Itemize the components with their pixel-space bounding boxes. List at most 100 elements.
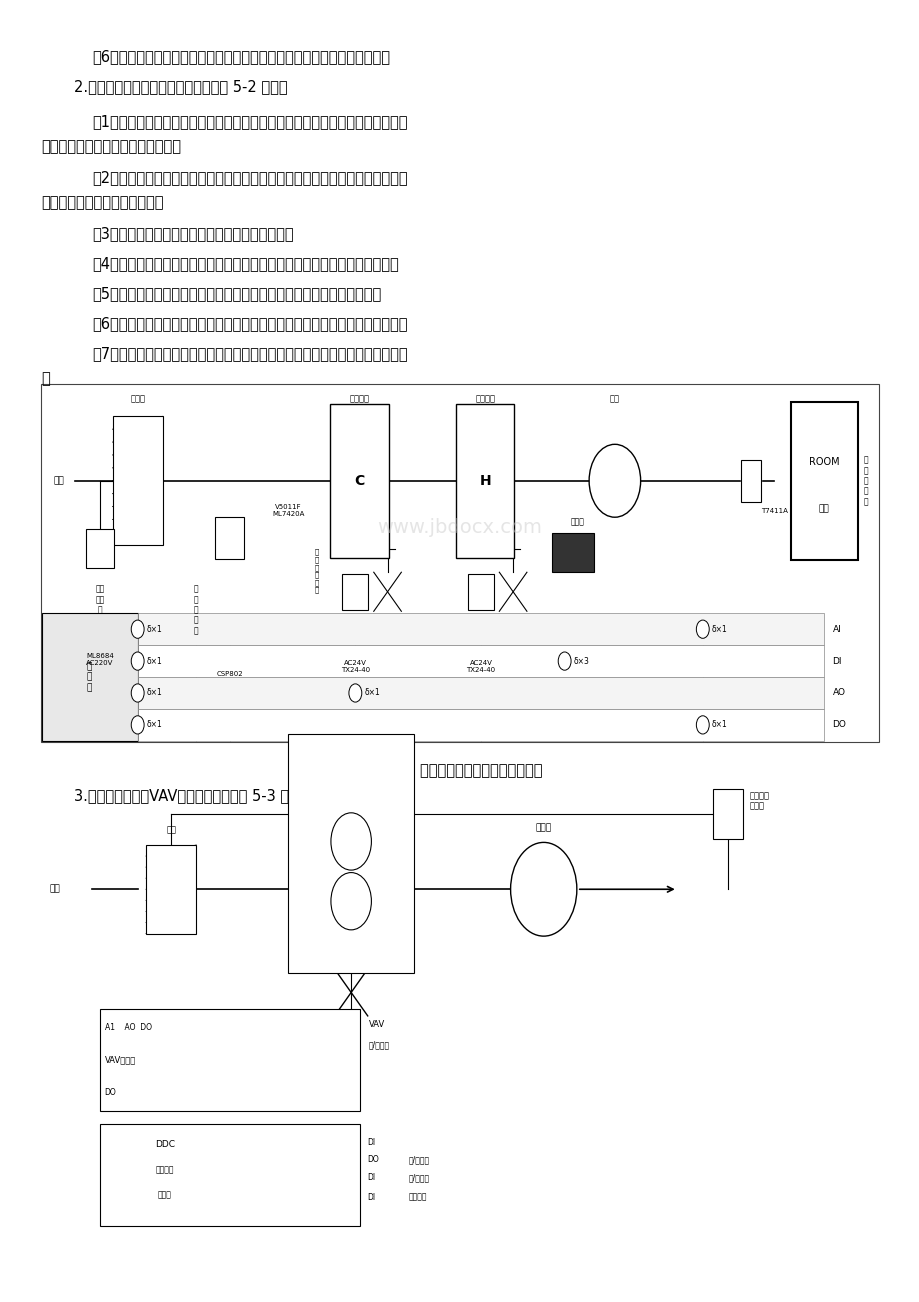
Circle shape [588, 444, 640, 517]
Text: DP₁: DP₁ [222, 534, 236, 543]
Text: DO: DO [105, 1087, 116, 1096]
Text: −: − [345, 894, 357, 909]
Text: 故障报警: 故障报警 [408, 1193, 426, 1202]
Text: ROOM: ROOM [808, 457, 838, 467]
Text: （4）监测：送风温度及湿度、过滤网状态、风机运行状态、室外温度及湿度。: （4）监测：送风温度及湿度、过滤网状态、风机运行状态、室外温度及湿度。 [92, 256, 398, 272]
Text: 3.　变风量末端（VAV）监控原理（如图 5-3 所示）: 3. 变风量末端（VAV）监控原理（如图 5-3 所示） [74, 788, 306, 803]
Text: +: + [345, 835, 357, 849]
Bar [41, 384, 878, 742]
Circle shape [696, 620, 709, 638]
Circle shape [131, 652, 144, 671]
Circle shape [131, 684, 144, 702]
Text: 新风: 新风 [50, 885, 61, 893]
Circle shape [331, 812, 371, 870]
Text: 启/停状态: 启/停状态 [408, 1173, 429, 1182]
Text: δ×1: δ×1 [711, 625, 727, 634]
Text: www.jbdocx.com: www.jbdocx.com [377, 518, 542, 536]
Bar [138, 708, 823, 741]
Text: DI: DI [367, 1138, 375, 1147]
Text: 过滤网: 过滤网 [130, 395, 145, 404]
Bar [551, 533, 594, 572]
Text: （1）风机控制：风机按时间程序自动启、停，运行时间累计，用压差开关监视风: （1）风机控制：风机按时间程序自动启、停，运行时间累计，用压差开关监视风 [92, 115, 407, 130]
Text: 使送风温度维持在设定范围内。: 使送风温度维持在设定范围内。 [41, 195, 164, 211]
Text: ML8684
AC220V: ML8684 AC220V [86, 652, 114, 665]
Text: VAV控制器: VAV控制器 [105, 1055, 136, 1064]
Bar [288, 734, 414, 973]
Text: 温
度
传
感
器: 温 度 传 感 器 [863, 456, 868, 506]
Bar [86, 529, 114, 568]
Text: （3）联锁控制：新风门，水阀及风机按程序联锁。: （3）联锁控制：新风门，水阀及风机按程序联锁。 [92, 227, 293, 242]
Text: DI: DI [367, 1173, 375, 1182]
Text: 启/停信号: 启/停信号 [369, 1040, 390, 1049]
Text: 风机: 风机 [609, 395, 619, 404]
Text: VAV: VAV [369, 1019, 384, 1029]
Text: AO: AO [832, 689, 845, 698]
Text: （6）显示和打印：参数状态报警、动态流程图（设定值、测量值、状态），: （6）显示和打印：参数状态报警、动态流程图（设定值、测量值、状态）， [92, 49, 390, 65]
Text: 风阀: 风阀 [166, 825, 176, 835]
Text: DI: DI [832, 656, 841, 665]
Circle shape [131, 716, 144, 734]
Circle shape [131, 620, 144, 638]
Text: T: T [724, 809, 730, 819]
Text: δ×1: δ×1 [147, 625, 163, 634]
Text: 调
节
阀
执
行
器: 调 节 阀 执 行 器 [314, 549, 319, 594]
Bar [712, 789, 742, 838]
Text: 启/停控制: 启/停控制 [408, 1155, 429, 1164]
Text: （7）防冻保护：热盘管温度低于设定值时，防冻开关动作，停风机打开热水阀门: （7）防冻保护：热盘管温度低于设定值时，防冻开关动作，停风机打开热水阀门 [92, 346, 407, 362]
Bar [138, 646, 823, 677]
Text: DDC: DDC [154, 1139, 175, 1148]
Text: DI: DI [367, 1193, 375, 1202]
Circle shape [331, 872, 371, 930]
Text: T7411A: T7411A [760, 508, 787, 514]
Text: 热水盘管: 热水盘管 [474, 395, 494, 404]
Text: 控制器: 控制器 [158, 1190, 172, 1199]
Text: CSP802: CSP802 [216, 671, 243, 677]
Text: C: C [354, 474, 364, 488]
Text: T: T [748, 477, 753, 486]
Bar [138, 613, 823, 644]
Bar [146, 845, 196, 934]
Text: M: M [476, 587, 484, 596]
Bar [112, 417, 163, 546]
Bar [468, 573, 494, 609]
Text: 电控箱: 电控箱 [570, 517, 584, 526]
Text: V5011F
ML7420A: V5011F ML7420A [272, 504, 304, 517]
Text: 新风
行门
栅: 新风 行门 栅 [96, 585, 105, 615]
Text: 房间: 房间 [818, 505, 829, 513]
Circle shape [510, 842, 576, 936]
Text: 盘管: 盘管 [346, 823, 357, 832]
Text: （2）温度控制：根据送风温度和设定值的偏差，控制电动阀，调节冷、热水量，: （2）温度控制：根据送风温度和设定值的偏差，控制电动阀，调节冷、热水量， [92, 171, 407, 186]
Circle shape [348, 684, 361, 702]
Text: A1    AO  DO: A1 AO DO [105, 1022, 152, 1031]
Text: δ×1: δ×1 [147, 656, 163, 665]
Text: 送风机: 送风机 [535, 823, 551, 832]
Bar [42, 613, 138, 741]
Text: 气
压
差
开
关: 气 压 差 开 关 [194, 585, 199, 635]
Bar [100, 1124, 359, 1225]
Text: 室内温度
传感器: 室内温度 传感器 [749, 792, 769, 811]
Text: （5）报警：过滤网堆塞报警、风机故障报警及维修报警，温度超限报警。: （5）报警：过滤网堆塞报警、风机故障报警及维修报警，温度超限报警。 [92, 286, 380, 302]
Text: AC24V
TX24-40: AC24V TX24-40 [340, 660, 369, 673]
Text: δ×1: δ×1 [711, 720, 727, 729]
Text: 。: 。 [41, 371, 51, 387]
Text: H: H [479, 474, 491, 488]
Text: 控
制
柜: 控 制 柜 [86, 663, 92, 691]
Circle shape [696, 716, 709, 734]
Bar [342, 573, 368, 609]
Text: （6）显示和打印：参数、状态、报警、动态流程图（设定值、测量值、状态）。: （6）显示和打印：参数、状态、报警、动态流程图（设定值、测量值、状态）。 [92, 316, 407, 332]
Bar [100, 1009, 359, 1111]
Text: 直接数字: 直接数字 [155, 1165, 174, 1174]
Text: 机运行状态，以及设备维修预报警。: 机运行状态，以及设备维修预报警。 [41, 139, 181, 155]
Text: 2.　新风机（四管制）监控原理（如图 5-2 所示）: 2. 新风机（四管制）监控原理（如图 5-2 所示） [74, 79, 287, 95]
Bar [455, 404, 514, 557]
Bar [330, 404, 389, 557]
Circle shape [558, 652, 571, 671]
Bar [741, 460, 761, 501]
Bar [215, 517, 244, 559]
Text: δ×3: δ×3 [573, 656, 589, 665]
Text: δ×1: δ×1 [147, 689, 163, 698]
Text: AI: AI [832, 625, 840, 634]
Text: AC24V
TX24-40: AC24V TX24-40 [466, 660, 495, 673]
Text: δ×1: δ×1 [147, 720, 163, 729]
Text: M₁: M₁ [95, 544, 106, 553]
